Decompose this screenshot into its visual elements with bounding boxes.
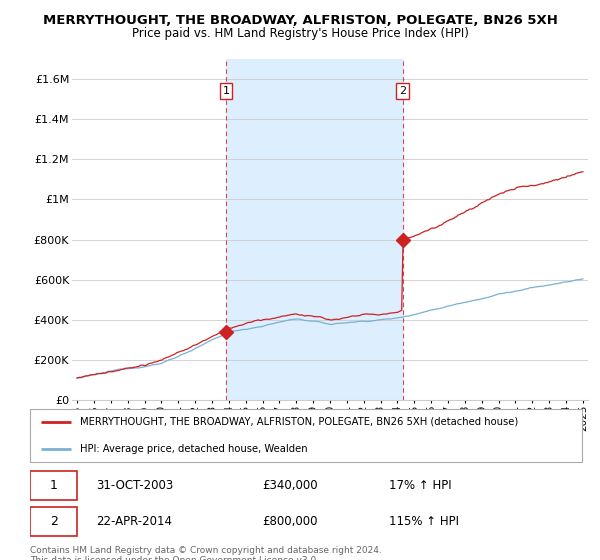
Text: 1: 1 bbox=[50, 479, 58, 492]
Text: 2: 2 bbox=[50, 515, 58, 528]
FancyBboxPatch shape bbox=[30, 470, 77, 500]
Text: Contains HM Land Registry data © Crown copyright and database right 2024.
This d: Contains HM Land Registry data © Crown c… bbox=[30, 546, 382, 560]
Text: £340,000: £340,000 bbox=[262, 479, 317, 492]
FancyBboxPatch shape bbox=[30, 507, 77, 536]
Bar bbox=[226, 59, 403, 400]
Text: 1: 1 bbox=[223, 86, 229, 96]
Text: 115% ↑ HPI: 115% ↑ HPI bbox=[389, 515, 459, 528]
Text: Price paid vs. HM Land Registry's House Price Index (HPI): Price paid vs. HM Land Registry's House … bbox=[131, 27, 469, 40]
Text: MERRYTHOUGHT, THE BROADWAY, ALFRISTON, POLEGATE, BN26 5XH: MERRYTHOUGHT, THE BROADWAY, ALFRISTON, P… bbox=[43, 14, 557, 27]
Text: £800,000: £800,000 bbox=[262, 515, 317, 528]
FancyBboxPatch shape bbox=[30, 409, 582, 462]
Text: HPI: Average price, detached house, Wealden: HPI: Average price, detached house, Weal… bbox=[80, 444, 307, 454]
Text: MERRYTHOUGHT, THE BROADWAY, ALFRISTON, POLEGATE, BN26 5XH (detached house): MERRYTHOUGHT, THE BROADWAY, ALFRISTON, P… bbox=[80, 417, 518, 427]
Text: 2: 2 bbox=[399, 86, 406, 96]
Text: 22-APR-2014: 22-APR-2014 bbox=[96, 515, 172, 528]
Text: 31-OCT-2003: 31-OCT-2003 bbox=[96, 479, 173, 492]
Text: 17% ↑ HPI: 17% ↑ HPI bbox=[389, 479, 451, 492]
